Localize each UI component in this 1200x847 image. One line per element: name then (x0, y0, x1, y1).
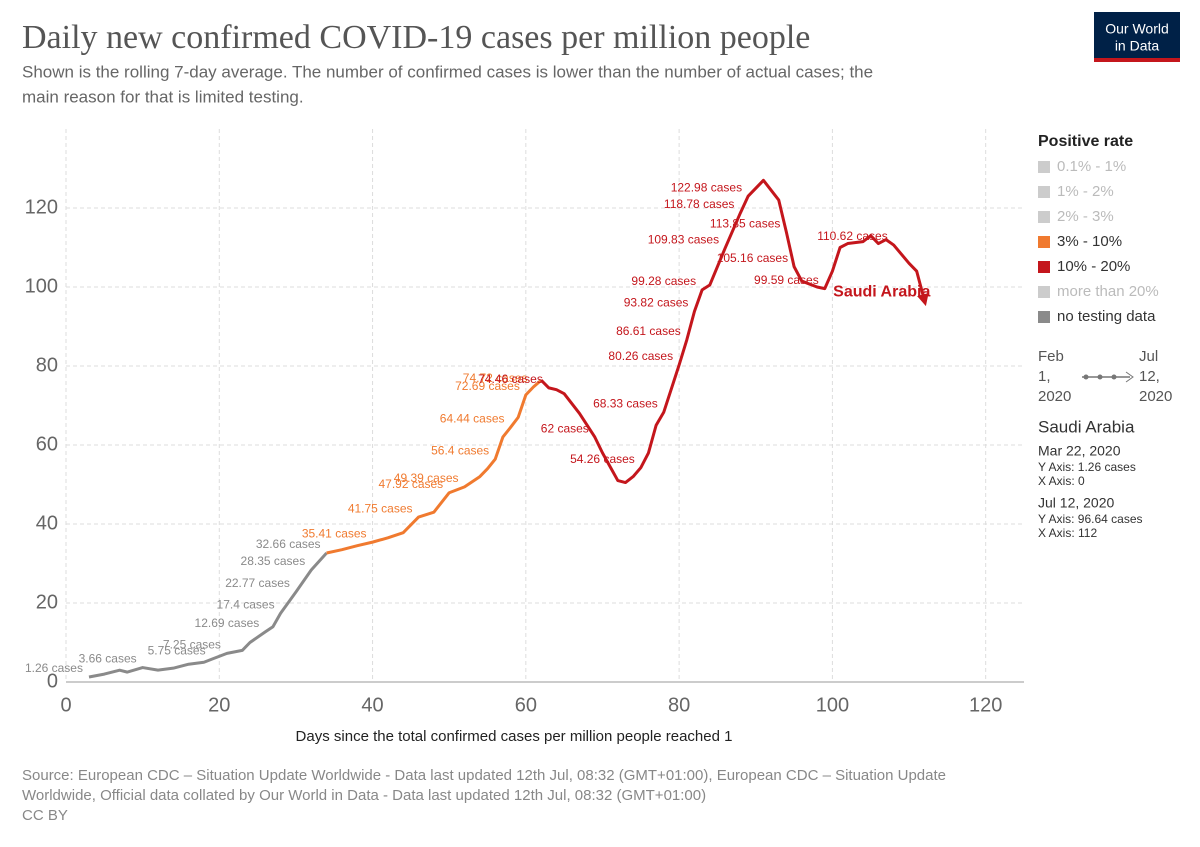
tooltip-entity: Saudi Arabia (1038, 417, 1135, 436)
timeline-arrow (1125, 371, 1134, 383)
y-tick-label: 80 (36, 354, 58, 376)
data-label: 68.33 cases (593, 396, 658, 410)
data-label: 7.25 cases (163, 638, 221, 652)
entity-label: Saudi Arabia (833, 283, 930, 300)
series-line (88, 551, 328, 679)
legend-swatch (1038, 261, 1050, 273)
data-label: 118.78 cases (664, 197, 735, 211)
y-tick-label: 60 (36, 433, 58, 455)
data-label: 99.28 cases (631, 274, 696, 288)
x-tick-label: 100 (816, 694, 849, 716)
data-label: 74.46 cases (478, 372, 543, 386)
subtitle: Shown is the rolling 7-day average. The … (22, 62, 873, 81)
y-tick-label: 120 (25, 196, 58, 218)
timeline-start: Feb (1038, 348, 1064, 365)
data-label: 72.69 cases (455, 379, 520, 393)
tooltip-x: X Axis: 0 (1038, 474, 1085, 488)
data-label: 49.39 cases (394, 471, 459, 485)
data-label: 105.16 cases (717, 251, 788, 265)
timeline-dot (1083, 374, 1089, 380)
data-label: 47.92 cases (378, 477, 443, 491)
legend-swatch (1038, 311, 1050, 323)
tooltip-y: Y Axis: 1.26 cases (1038, 460, 1136, 474)
legend-label: 3% - 10% (1057, 233, 1122, 250)
logo-text: Our World (1105, 21, 1169, 37)
timeline-dot (1111, 374, 1117, 380)
legend-label: 1% - 2% (1057, 183, 1114, 200)
x-tick-label: 60 (515, 694, 537, 716)
timeline-end: Jul (1139, 348, 1158, 365)
series-line (326, 379, 543, 555)
data-label: 86.61 cases (616, 324, 681, 338)
x-tick-label: 120 (969, 694, 1002, 716)
legend-swatch (1038, 186, 1050, 198)
x-tick-label: 80 (668, 694, 690, 716)
legend-title: Positive rate (1038, 133, 1133, 150)
source: Worldwide, Official data collated by Our… (22, 787, 706, 804)
data-label: 80.26 cases (608, 349, 673, 363)
legend-label: 0.1% - 1% (1057, 158, 1126, 175)
data-label: 56.4 cases (431, 443, 489, 457)
timeline-end: 12, (1139, 368, 1160, 385)
legend-swatch (1038, 286, 1050, 298)
data-label: 41.75 cases (348, 501, 413, 515)
legend-swatch (1038, 236, 1050, 248)
data-label: 110.62 cases (817, 229, 888, 243)
timeline-start: 2020 (1038, 388, 1071, 405)
data-label: 12.69 cases (195, 616, 260, 630)
subtitle: main reason for that is limited testing. (22, 87, 304, 106)
legend-label: 10% - 20% (1057, 258, 1130, 275)
chart-title: Daily new confirmed COVID-19 cases per m… (22, 19, 810, 56)
x-tick-label: 0 (60, 694, 71, 716)
license: CC BY (22, 807, 68, 824)
data-label: 109.83 cases (648, 232, 719, 246)
data-label: 17.4 cases (217, 597, 275, 611)
data-label: 3.66 cases (79, 652, 137, 666)
legend-label: no testing data (1057, 308, 1156, 325)
legend-swatch (1038, 211, 1050, 223)
source: Source: European CDC – Situation Update … (22, 767, 946, 784)
x-axis-label: Days since the total confirmed cases per… (296, 728, 733, 745)
data-label: 32.66 cases (256, 537, 321, 551)
data-label: 62 cases (541, 421, 589, 435)
data-label: 122.98 cases (671, 180, 742, 194)
data-label: 99.59 cases (754, 273, 819, 287)
data-label: 22.77 cases (225, 576, 290, 590)
timeline-end: 2020 (1139, 388, 1172, 405)
legend-label: more than 20% (1057, 283, 1159, 300)
data-label: 93.82 cases (624, 296, 689, 310)
y-tick-label: 0 (47, 670, 58, 692)
legend-label: 2% - 3% (1057, 208, 1114, 225)
data-label: 35.41 cases (302, 526, 367, 540)
data-label: 74.72 cases (463, 371, 528, 385)
data-label: 54.26 cases (570, 452, 635, 466)
data-label: 5.75 cases (148, 643, 206, 657)
tooltip-date: Mar 22, 2020 (1038, 443, 1121, 459)
data-label: 28.35 cases (241, 554, 306, 568)
series-line (540, 178, 929, 485)
tooltip-x: X Axis: 112 (1038, 526, 1097, 540)
legend-swatch (1038, 161, 1050, 173)
data-label: 113.85 cases (710, 216, 781, 230)
x-tick-label: 40 (361, 694, 383, 716)
data-label: 64.44 cases (440, 412, 505, 426)
y-tick-label: 100 (25, 275, 58, 297)
tooltip-y: Y Axis: 96.64 cases (1038, 512, 1143, 526)
y-tick-label: 40 (36, 512, 58, 534)
data-label: 1.26 cases (25, 661, 83, 675)
timeline-start: 1, (1038, 368, 1051, 385)
logo-bar (1094, 58, 1180, 62)
logo-text: in Data (1115, 38, 1160, 54)
x-tick-label: 20 (208, 694, 230, 716)
logo (1094, 12, 1180, 62)
y-tick-label: 20 (36, 591, 58, 613)
timeline-dot (1097, 374, 1103, 380)
tooltip-date: Jul 12, 2020 (1038, 495, 1114, 511)
